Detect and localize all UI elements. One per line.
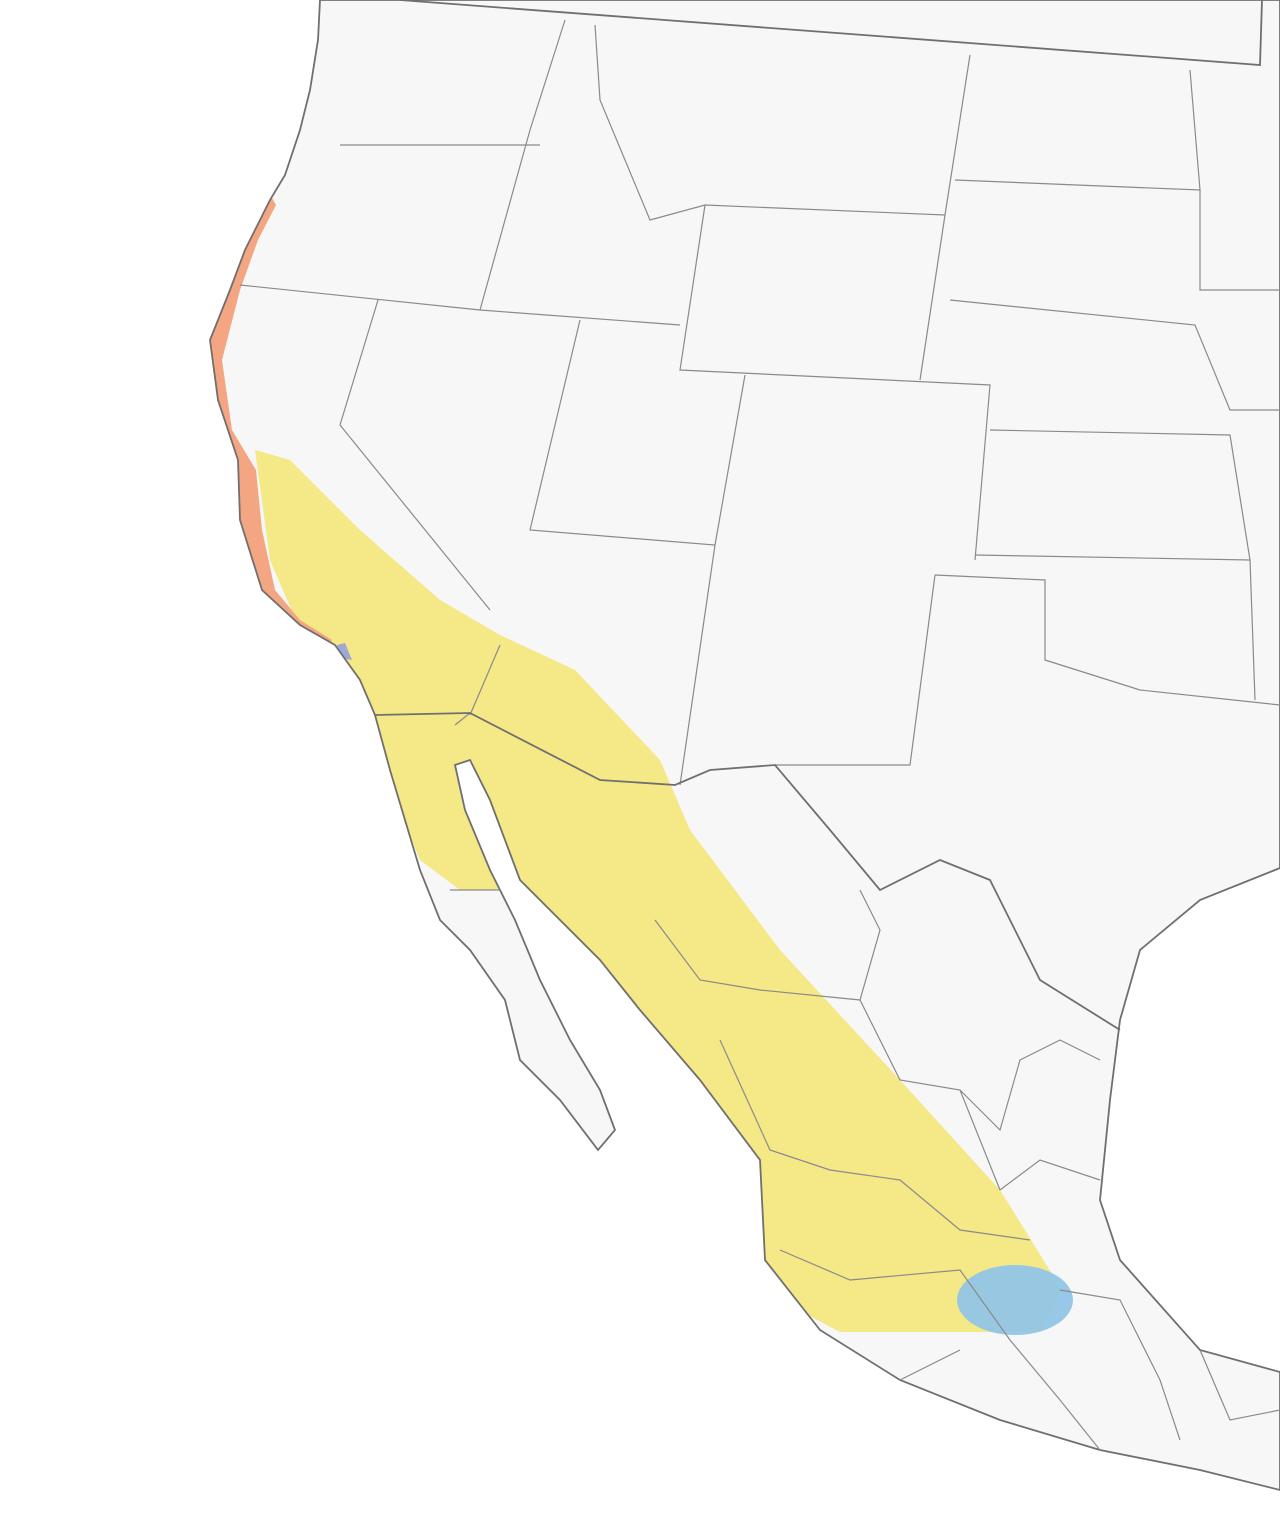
- coastline: [209, 0, 1280, 1491]
- state-borders: [239, 19, 1280, 1451]
- range-salmon: [210, 198, 332, 648]
- national-borders: [374, 0, 1263, 1031]
- land: [210, 0, 1280, 1490]
- range-blue: [957, 1265, 1073, 1335]
- range-yellow: [255, 450, 1062, 1332]
